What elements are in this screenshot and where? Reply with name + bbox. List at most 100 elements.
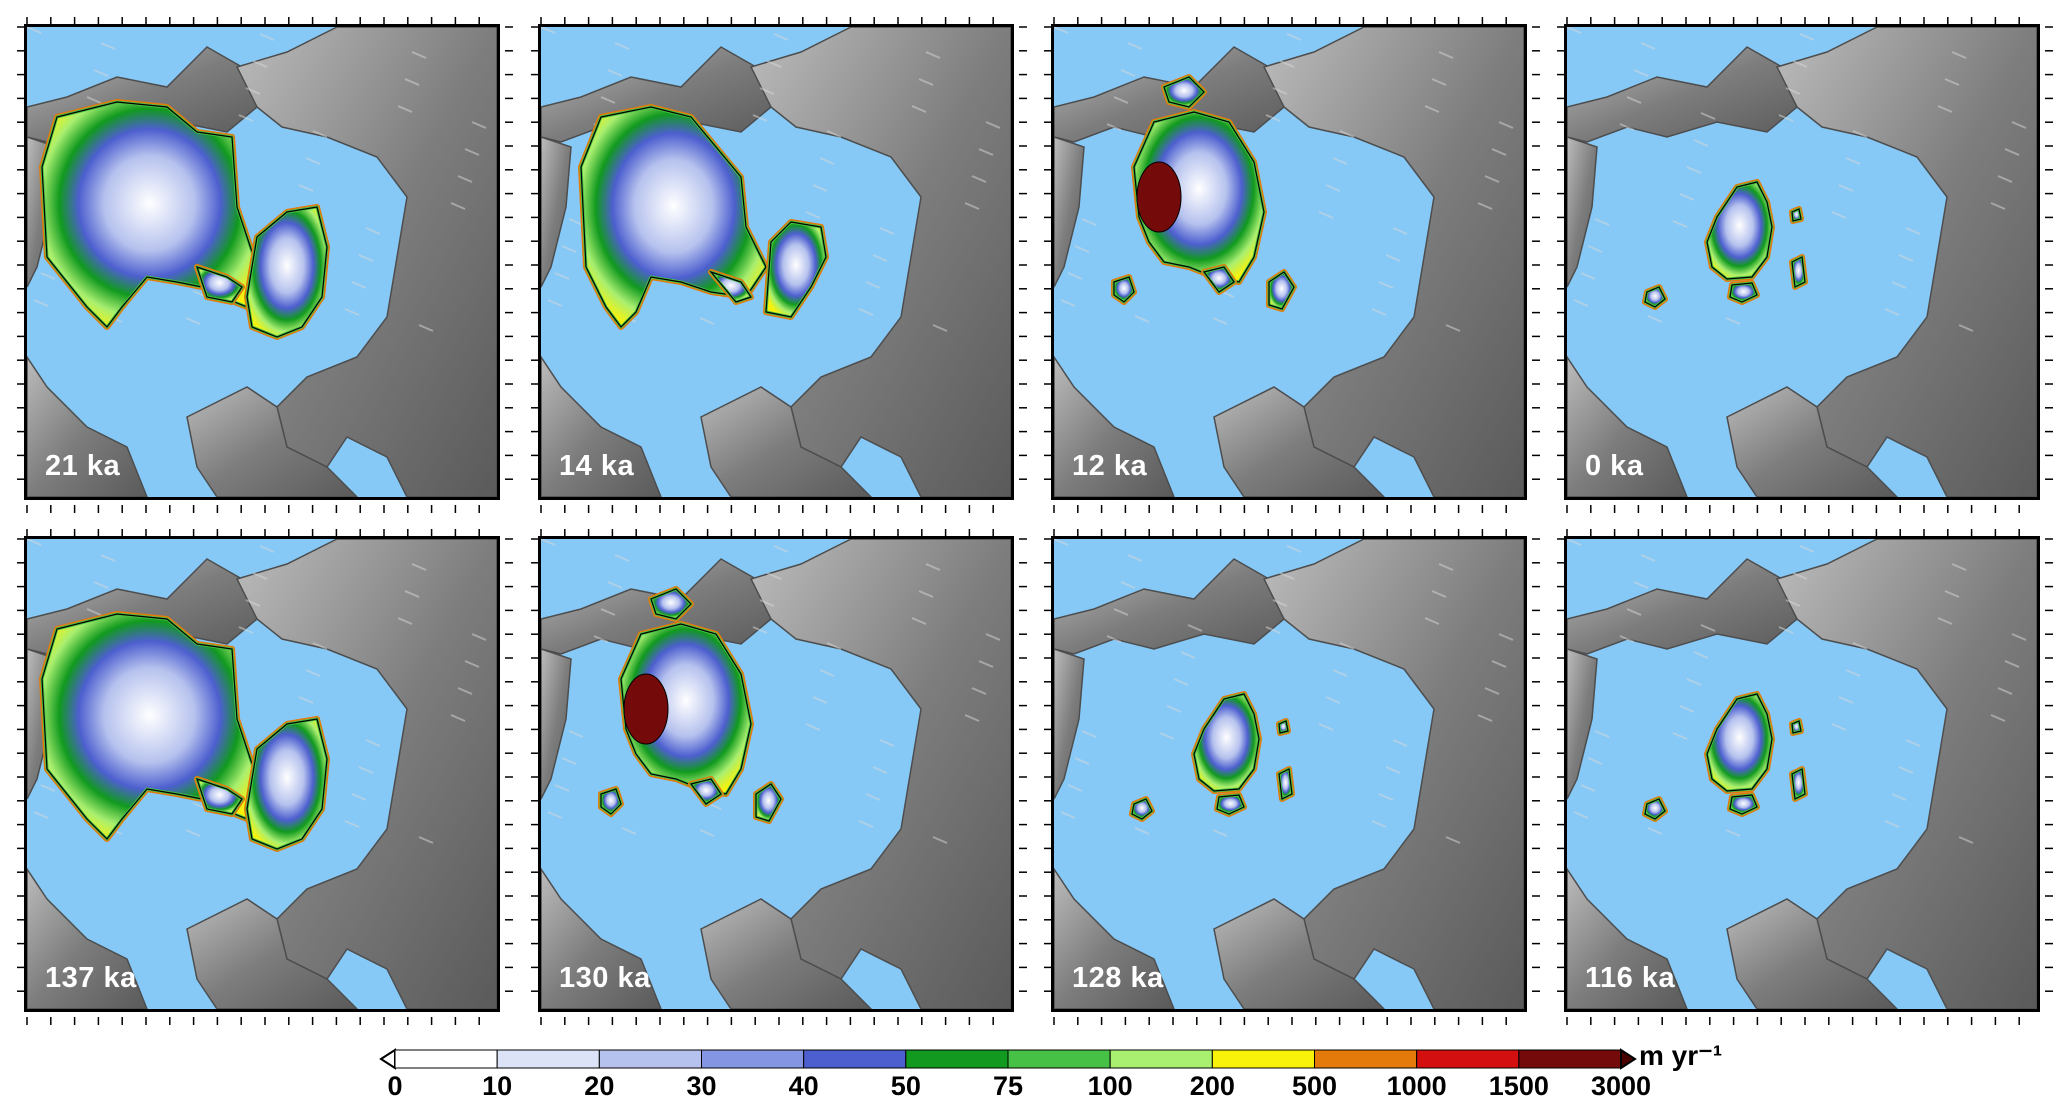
colorbar-graphic — [379, 1048, 1637, 1070]
colorbar-tick-label: 75 — [992, 1071, 1024, 1101]
ice-sheet — [1214, 792, 1247, 817]
ice-sheet — [1642, 796, 1668, 822]
map-panel: 21 ka — [17, 17, 513, 513]
ice-sheet — [688, 776, 724, 807]
land-mass — [541, 136, 572, 288]
ice-sheet — [1131, 109, 1267, 285]
colorbar-tick-label: 30 — [686, 1071, 717, 1101]
ice-sheet — [753, 781, 784, 824]
colorbar-tick-label: 40 — [788, 1071, 819, 1101]
colorbar-swatch — [1314, 1049, 1418, 1069]
land-mass — [1567, 355, 1688, 497]
land-mass — [1726, 898, 1899, 1009]
ice-sheet — [1727, 280, 1760, 305]
colorbar-tick-label: 10 — [482, 1071, 513, 1101]
land-mass — [700, 898, 873, 1009]
land-mass — [541, 355, 662, 497]
polar-map — [1054, 27, 1524, 497]
colorbar-swatch — [1109, 1049, 1213, 1069]
ice-sheet — [708, 269, 754, 305]
map-panel: 12 ka — [1044, 17, 1540, 513]
ice-sheet — [1161, 74, 1207, 110]
land-mass — [1054, 867, 1175, 1009]
land-mass — [1567, 648, 1598, 800]
colorbar-unit-label: m yr⁻¹ — [1639, 1040, 1723, 1071]
colorbar-swatch — [1211, 1049, 1315, 1069]
land-mass — [1567, 136, 1598, 288]
ice-sheet — [598, 786, 624, 817]
fast-flow-region — [1136, 161, 1182, 233]
ice-sheet — [1266, 269, 1297, 312]
panel-time-label: 130 ka — [559, 962, 651, 994]
ice-sheet — [1704, 179, 1775, 282]
land-mass — [27, 867, 148, 1009]
colorbar-swatch — [394, 1049, 498, 1069]
colorbar-swatch — [803, 1049, 907, 1069]
colorbar-swatch — [701, 1049, 805, 1069]
colorbar-tick-label: 1500 — [1488, 1071, 1549, 1101]
ice-sheet — [1642, 284, 1668, 310]
land-mass — [27, 355, 148, 497]
polar-map — [1567, 539, 2037, 1009]
polar-map — [27, 27, 497, 497]
colorbar-tick-label: 200 — [1189, 1071, 1235, 1101]
panel-time-label: 14 ka — [559, 450, 635, 482]
panel-time-label: 0 ka — [1585, 450, 1644, 482]
ice-sheet — [1276, 718, 1291, 736]
panel-time-label: 128 ka — [1072, 962, 1164, 994]
colorbar-tick-label: 1000 — [1386, 1071, 1447, 1101]
colorbar-tick-label: 0 — [387, 1071, 403, 1101]
colorbar-swatch — [598, 1049, 702, 1069]
land-mass — [1726, 386, 1899, 497]
land-mass — [1213, 386, 1386, 497]
fast-flow-region — [623, 673, 669, 745]
panel-time-label: 12 ka — [1072, 450, 1148, 482]
land-mass — [1054, 136, 1085, 288]
polar-map — [1054, 539, 1524, 1009]
ice-sheet — [244, 204, 330, 340]
map-panel: 14 ka — [531, 17, 1027, 513]
map-panel: 128 ka — [1044, 529, 1540, 1025]
land-mass — [1054, 558, 1285, 655]
land-mass — [1054, 648, 1085, 800]
colorbar-tick-label: 500 — [1291, 1071, 1338, 1101]
colorbar-swatch — [905, 1049, 1009, 1069]
map-panel: 137 ka — [17, 529, 513, 1025]
land-mass — [541, 648, 572, 800]
ice-sheet — [244, 716, 330, 852]
ice-sheet — [194, 264, 245, 305]
ice-sheet — [763, 219, 829, 320]
land-mass — [186, 386, 359, 497]
map-panel: 130 ka — [531, 529, 1027, 1025]
panel-time-label: 21 ka — [45, 450, 121, 482]
colorbar-tick-label: 3000 — [1590, 1071, 1652, 1101]
ice-sheet — [1789, 254, 1808, 290]
colorbar-swatch — [1518, 1049, 1622, 1069]
land-mass — [1567, 558, 1798, 655]
colorbar-swatch — [496, 1049, 600, 1069]
colorbar-tick-label: 20 — [584, 1071, 615, 1101]
panel-time-label: 116 ka — [1585, 962, 1676, 994]
land-mass — [1054, 355, 1175, 497]
map-panel: 116 ka — [1557, 529, 2053, 1025]
ice-sheet — [1704, 691, 1775, 794]
ice-sheet — [1727, 792, 1760, 817]
land-mass — [700, 386, 873, 497]
panel-time-label: 137 ka — [45, 962, 137, 994]
land-mass — [1567, 867, 1688, 1009]
land-mass — [1567, 46, 1798, 143]
ice-sheet — [648, 586, 694, 622]
land-mass — [541, 867, 662, 1009]
colorbar-swatch — [1416, 1049, 1520, 1069]
colorbar-tick-label: 50 — [890, 1071, 921, 1101]
colorbar-swatch — [1007, 1049, 1111, 1069]
map-panel: 0 ka — [1557, 17, 2053, 513]
ice-sheet — [1129, 796, 1155, 822]
colorbar: m yr⁻¹ 0 10 20 30 40 50 75 100 200 500 1000 1500 300… — [379, 1040, 1722, 1107]
land-mass — [1213, 898, 1386, 1009]
ice-sheet — [1191, 691, 1262, 794]
ice-sheet — [1789, 206, 1804, 224]
ice-sheet — [1789, 718, 1804, 736]
polar-map — [27, 539, 497, 1009]
ice-sheet — [1201, 264, 1237, 295]
